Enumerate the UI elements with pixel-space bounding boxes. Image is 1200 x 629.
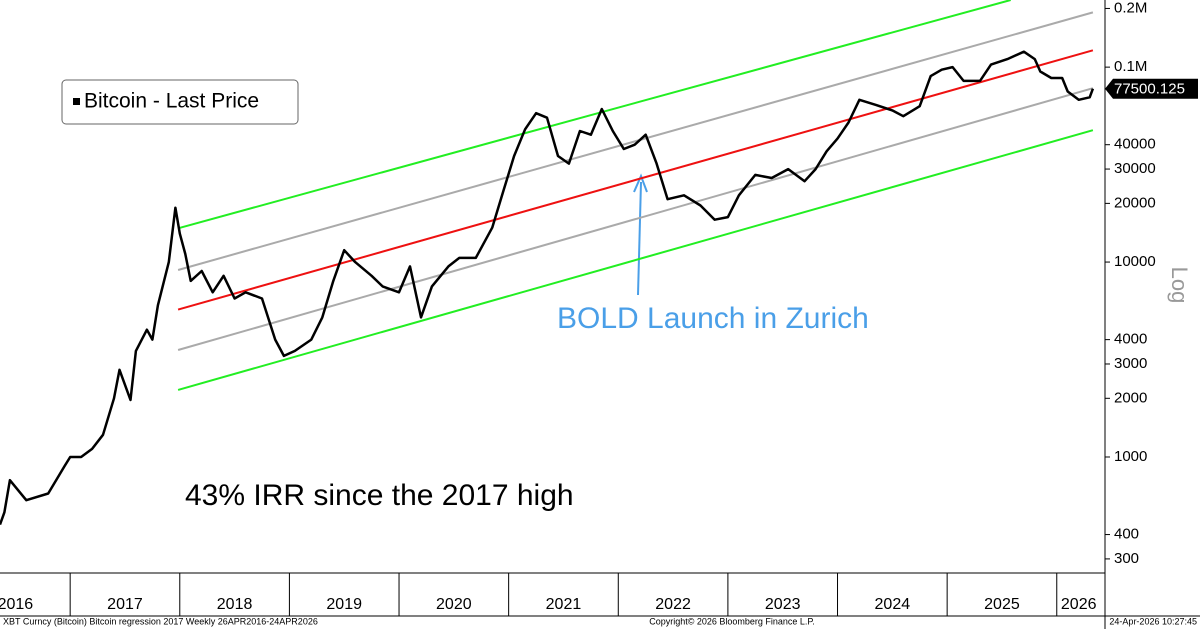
y-tick-label: 3000: [1114, 355, 1147, 372]
x-tick-label: 2020: [436, 596, 472, 613]
y-tick-label: 20000: [1114, 194, 1156, 211]
x-tick-label: 2016: [0, 596, 33, 613]
y-tick-label: 40000: [1114, 136, 1156, 153]
y-tick-label: 0.2M: [1114, 0, 1147, 16]
annotation-arrow: [637, 181, 642, 296]
x-tick-label: 2021: [546, 596, 582, 613]
annotation-arrowhead: [633, 173, 648, 193]
series-line: [177, 0, 1011, 230]
footer-left: XBT Curncy (Bitcoin) Bitcoin regression …: [3, 616, 318, 626]
x-tick-label: 2017: [107, 596, 143, 613]
legend-swatch: [73, 98, 80, 105]
x-tick-label: 2025: [984, 596, 1020, 613]
footer-right: 24-Apr-2026 10:27:45: [1109, 616, 1197, 626]
x-tick-label: 2026: [1061, 596, 1097, 613]
y-tick-label: 4000: [1114, 331, 1147, 348]
y-tick-label: 30000: [1114, 160, 1156, 177]
annotation: BOLD Launch in Zurich: [557, 302, 869, 335]
series-line: [177, 129, 1094, 391]
x-tick-label: 2024: [875, 596, 911, 613]
series-line: [0, 50, 1095, 526]
footer-center: Copyright© 2026 Bloomberg Finance L.P.: [649, 616, 815, 626]
y-tick-label: 2000: [1114, 389, 1147, 406]
y-tick-label: 300: [1114, 550, 1139, 567]
x-tick-label: 2019: [326, 596, 362, 613]
y-axis-label: Log: [1167, 267, 1192, 304]
last-price-label: 77500.125: [1114, 81, 1185, 98]
series-line: [177, 11, 1094, 271]
y-tick-label: 10000: [1114, 253, 1156, 270]
y-tick-label: 400: [1114, 526, 1139, 543]
legend-label: Bitcoin - Last Price: [84, 90, 259, 113]
annotation: 43% IRR since the 2017 high: [185, 479, 574, 512]
last-price-box: [1105, 78, 1198, 99]
series-line: [177, 87, 1094, 351]
x-tick-label: 2018: [217, 596, 253, 613]
legend-box: [61, 79, 299, 125]
x-tick-label: 2022: [655, 596, 691, 613]
y-tick-label: 1000: [1114, 448, 1147, 465]
x-tick-label: 2023: [765, 596, 801, 613]
series-line: [177, 49, 1094, 311]
y-tick-label: 0.1M: [1114, 58, 1147, 75]
